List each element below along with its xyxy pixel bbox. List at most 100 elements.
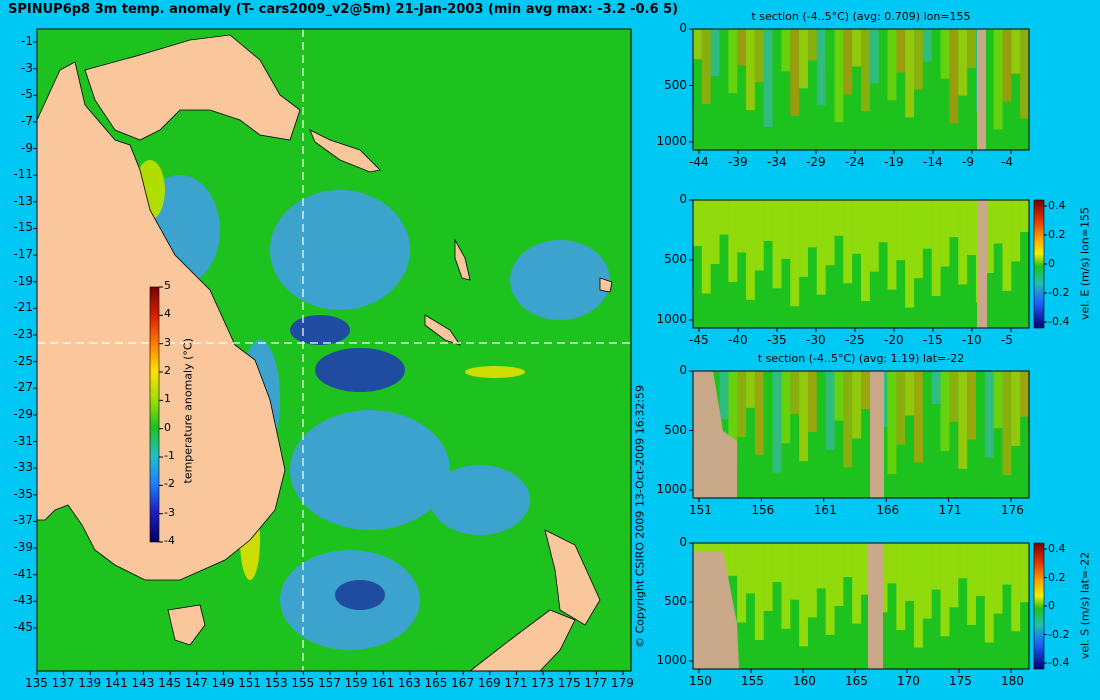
section-stripe [1002, 543, 1012, 585]
land-masses [36, 34, 613, 672]
lat-tick-label: -39 [13, 540, 33, 555]
panel-title: t section (-4..5°C) (avg: 0.709) lon=155 [751, 10, 971, 23]
section-stripe [993, 200, 1003, 244]
panel-x-tick-label: -4 [1001, 155, 1013, 169]
section-stripe [799, 200, 808, 277]
section-stripe [728, 543, 738, 576]
map-ticks [33, 41, 624, 675]
panel-y-tick-label: 500 [664, 422, 687, 437]
section-stripe [790, 543, 800, 600]
section-stripe [931, 29, 941, 107]
section-stripe [825, 543, 835, 635]
section-stripe [869, 29, 879, 84]
section-stripe [984, 29, 994, 85]
lat-tick-label: -29 [13, 406, 33, 421]
section-stripe [958, 371, 968, 469]
lat-tick-label: -45 [13, 620, 33, 634]
panel-x-tick-label: 171 [938, 503, 962, 517]
panel-x-tick-label: -15 [923, 333, 943, 347]
panel-x-tick-label: 151 [689, 503, 712, 517]
section-stripe [896, 200, 906, 261]
panel-x-tick-label: -29 [806, 155, 826, 169]
section-stripe [1002, 371, 1012, 476]
section-stripe [940, 200, 950, 267]
panel-x-tick-label: 175 [949, 674, 972, 688]
lon-tick-label: 137 [51, 676, 75, 690]
section-panels [689, 28, 1047, 673]
section-stripe [816, 543, 826, 589]
panel-x-tick-label: -9 [962, 155, 974, 169]
section-stripe [931, 200, 941, 296]
section-stripe [914, 371, 923, 463]
section-stripe [975, 543, 985, 596]
panel-x-tick-label: -10 [962, 333, 982, 347]
section-stripe [746, 371, 755, 408]
section-stripe [843, 371, 853, 468]
velocity-colorbar-tick-label: -0.4 [1048, 315, 1070, 328]
section-stripe [807, 29, 817, 61]
lon-tick-label: 151 [238, 676, 261, 690]
section-stripe [737, 200, 747, 253]
section-stripe [922, 371, 932, 434]
section-stripe [1020, 371, 1029, 417]
section-stripe [993, 543, 1003, 614]
section-stripe [878, 543, 888, 613]
lat-tick-label: -33 [13, 460, 33, 475]
section-stripe [772, 29, 782, 100]
panel-x-tick-label: -40 [728, 333, 748, 347]
section-stripe [993, 371, 1003, 429]
panel-x-tick-label: 156 [751, 503, 775, 517]
section-stripe [843, 29, 853, 95]
lat-tick-label: -11 [13, 167, 33, 182]
lat-tick-label: -7 [21, 113, 33, 128]
temp-colorbar-tick-label: 0 [164, 420, 171, 434]
lat-tick-label: -21 [13, 300, 33, 315]
temp-colorbar-tick-label: 4 [164, 307, 171, 321]
section-stripe [825, 371, 835, 450]
section-stripe [816, 371, 826, 403]
section-stripe [754, 371, 764, 455]
section-stripe [922, 29, 932, 62]
section-stripe [781, 371, 791, 444]
section-stripe [728, 29, 738, 94]
section-stripe [843, 200, 853, 284]
section-stripe [710, 29, 720, 77]
temp-colorbar-tick-label: -2 [164, 477, 175, 491]
map-title: SPINUP6p8 3m temp. anomaly (T- cars2009_… [8, 2, 679, 17]
panel-x-tick-label: -24 [845, 155, 865, 169]
section-stripe [763, 543, 773, 612]
section-stripe [763, 371, 773, 426]
section-stripe [746, 200, 755, 300]
velocity-colorbar-tick-label: 0.2 [1048, 228, 1066, 241]
lon-tick-label: 175 [557, 676, 581, 690]
lon-tick-label: 171 [504, 676, 528, 690]
panel-x-tick-label: 165 [845, 674, 868, 688]
lon-tick-label: 179 [611, 676, 634, 690]
velocity-colorbar [1033, 199, 1045, 329]
ocean-anomalies [135, 160, 610, 650]
section-stripe [931, 371, 941, 405]
map-frame [36, 28, 632, 672]
lat-tick-label: -35 [13, 486, 33, 501]
section-stripe [940, 543, 950, 637]
section-stripe [967, 371, 976, 440]
section-land [977, 200, 987, 328]
lon-tick-label: 153 [264, 676, 288, 690]
panel-y-tick-label: 0 [679, 363, 687, 377]
lat-tick-label: -17 [13, 247, 33, 262]
lat-tick-label: -15 [13, 220, 33, 235]
section-panel-3 [689, 370, 1030, 502]
new-zealand-north [544, 529, 601, 626]
australia-land [36, 61, 286, 581]
section-stripe [1002, 200, 1012, 291]
fiji [599, 277, 613, 293]
lon-tick-label: 141 [104, 676, 128, 690]
section-stripe [949, 543, 959, 608]
velocity-colorbar-label: vel. S (m/s) lat=-22 [1078, 551, 1092, 660]
section-stripe [958, 200, 968, 285]
panel-x-tick-label: 155 [741, 674, 764, 688]
section-stripe [1020, 543, 1029, 603]
panel-x-tick-label: 150 [689, 674, 712, 688]
section-stripe [701, 200, 711, 294]
section-land [868, 543, 883, 669]
